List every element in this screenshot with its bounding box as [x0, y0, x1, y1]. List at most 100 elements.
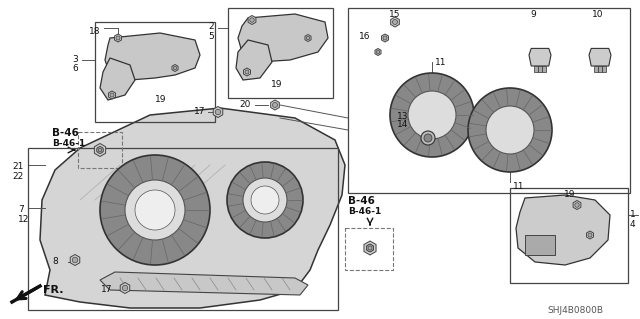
Bar — [594, 66, 598, 71]
Circle shape — [383, 36, 387, 40]
Bar — [598, 66, 602, 71]
Circle shape — [110, 93, 114, 97]
Bar — [543, 66, 547, 71]
Circle shape — [135, 190, 175, 230]
Circle shape — [250, 18, 254, 22]
Circle shape — [215, 109, 221, 115]
Polygon shape — [573, 201, 581, 210]
Polygon shape — [586, 231, 593, 239]
Text: 14: 14 — [397, 120, 408, 129]
Polygon shape — [97, 146, 103, 153]
Polygon shape — [589, 48, 611, 66]
Circle shape — [367, 244, 374, 251]
Polygon shape — [390, 17, 399, 27]
Circle shape — [408, 91, 456, 139]
Text: B-46-1: B-46-1 — [52, 139, 85, 148]
Polygon shape — [381, 34, 388, 42]
Text: 3: 3 — [72, 55, 78, 64]
Text: 2: 2 — [209, 22, 214, 31]
Polygon shape — [109, 91, 115, 99]
Text: 12: 12 — [18, 215, 29, 224]
Polygon shape — [100, 58, 135, 100]
Text: B-46: B-46 — [348, 196, 375, 206]
Circle shape — [72, 257, 77, 263]
Text: 15: 15 — [389, 10, 401, 19]
Polygon shape — [100, 272, 308, 295]
Bar — [602, 66, 607, 71]
Text: 10: 10 — [592, 10, 604, 19]
Polygon shape — [248, 16, 256, 25]
Polygon shape — [94, 144, 106, 157]
Text: 17: 17 — [193, 107, 205, 116]
Polygon shape — [120, 283, 130, 293]
Circle shape — [97, 147, 103, 153]
Text: 7: 7 — [18, 205, 24, 214]
Polygon shape — [364, 241, 376, 255]
Bar — [538, 66, 542, 71]
Text: 18: 18 — [88, 27, 100, 36]
Circle shape — [122, 285, 128, 291]
Text: 9: 9 — [530, 10, 536, 19]
Circle shape — [273, 102, 278, 108]
Text: 22: 22 — [12, 172, 23, 181]
Text: 20: 20 — [239, 100, 251, 109]
Text: B-46-1: B-46-1 — [348, 207, 381, 216]
Text: 11: 11 — [435, 58, 447, 67]
Polygon shape — [70, 255, 80, 265]
Circle shape — [575, 203, 579, 207]
Polygon shape — [105, 33, 200, 80]
Bar — [534, 66, 538, 71]
Text: 1: 1 — [630, 210, 636, 219]
Text: 19: 19 — [155, 95, 166, 104]
Polygon shape — [40, 108, 345, 308]
Bar — [28, 148, 338, 310]
Bar — [525, 235, 555, 255]
Circle shape — [99, 148, 102, 152]
Polygon shape — [244, 68, 250, 76]
Circle shape — [376, 50, 380, 54]
Text: 13: 13 — [397, 112, 408, 121]
Polygon shape — [529, 48, 551, 66]
Circle shape — [173, 66, 177, 70]
Text: B-46: B-46 — [52, 128, 79, 138]
Text: 19: 19 — [271, 80, 282, 89]
Text: 16: 16 — [358, 32, 370, 41]
Circle shape — [588, 233, 592, 237]
Circle shape — [468, 88, 552, 172]
Polygon shape — [213, 107, 223, 117]
Circle shape — [486, 106, 534, 154]
Bar — [95, 22, 215, 122]
Circle shape — [368, 246, 372, 250]
Bar — [345, 228, 393, 270]
Polygon shape — [305, 34, 311, 41]
Polygon shape — [236, 40, 272, 80]
Polygon shape — [375, 48, 381, 56]
Circle shape — [116, 36, 120, 40]
Circle shape — [243, 178, 287, 222]
Polygon shape — [367, 244, 374, 252]
Circle shape — [390, 73, 474, 157]
Bar — [510, 188, 628, 283]
Text: SHJ4B0800B: SHJ4B0800B — [547, 306, 603, 315]
Text: 6: 6 — [72, 64, 78, 73]
Circle shape — [100, 155, 210, 265]
Bar — [228, 8, 333, 98]
Circle shape — [424, 134, 432, 142]
Bar — [348, 8, 630, 193]
Text: 8: 8 — [52, 257, 58, 266]
Text: 17: 17 — [100, 286, 112, 294]
Text: 5: 5 — [208, 32, 214, 41]
Circle shape — [251, 186, 279, 214]
Polygon shape — [172, 64, 178, 71]
Circle shape — [421, 131, 435, 145]
Text: 21: 21 — [12, 162, 24, 171]
Circle shape — [227, 162, 303, 238]
Circle shape — [125, 180, 185, 240]
Text: 4: 4 — [630, 220, 636, 229]
Text: 11: 11 — [513, 182, 525, 191]
Text: FR.: FR. — [43, 285, 63, 295]
Polygon shape — [516, 195, 610, 265]
Circle shape — [392, 19, 397, 25]
Text: 19: 19 — [564, 190, 576, 199]
Polygon shape — [238, 14, 328, 62]
